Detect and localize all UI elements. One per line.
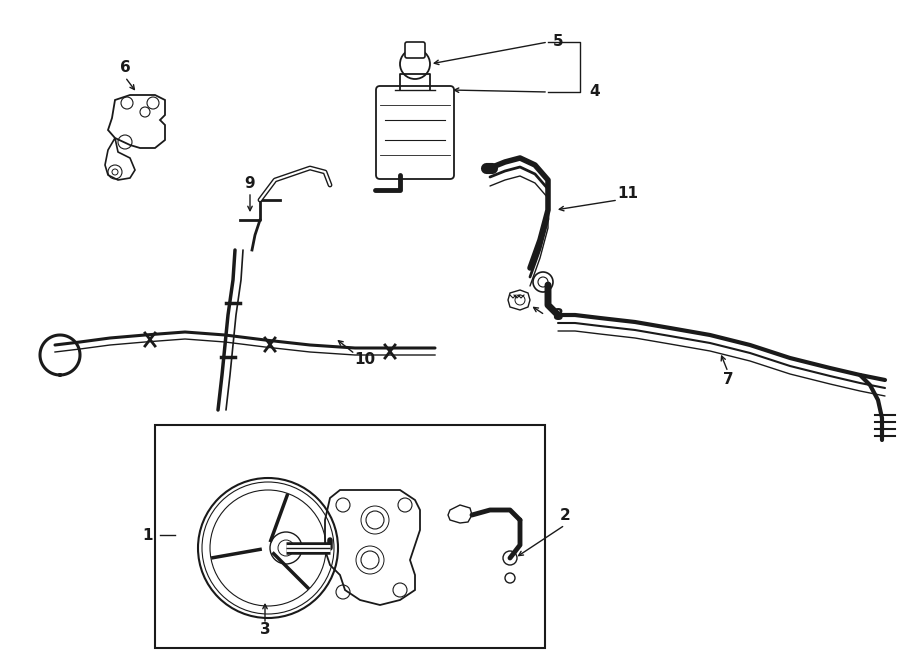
Text: 6: 6 [120, 61, 130, 75]
FancyBboxPatch shape [376, 86, 454, 179]
Text: 10: 10 [355, 352, 375, 368]
Text: 3: 3 [260, 623, 270, 637]
Text: 4: 4 [590, 85, 600, 100]
Text: 1: 1 [143, 527, 153, 543]
Text: 2: 2 [560, 508, 571, 522]
Text: 5: 5 [553, 34, 563, 50]
Text: 7: 7 [723, 373, 734, 387]
Polygon shape [508, 290, 530, 310]
Polygon shape [448, 505, 472, 523]
Bar [155, 425, 545, 648]
Text: 8: 8 [552, 307, 562, 323]
Polygon shape [108, 95, 165, 148]
FancyBboxPatch shape [405, 42, 425, 58]
Polygon shape [105, 138, 135, 180]
Text: 9: 9 [245, 176, 256, 190]
Text: 11: 11 [617, 186, 638, 200]
Polygon shape [325, 490, 420, 605]
